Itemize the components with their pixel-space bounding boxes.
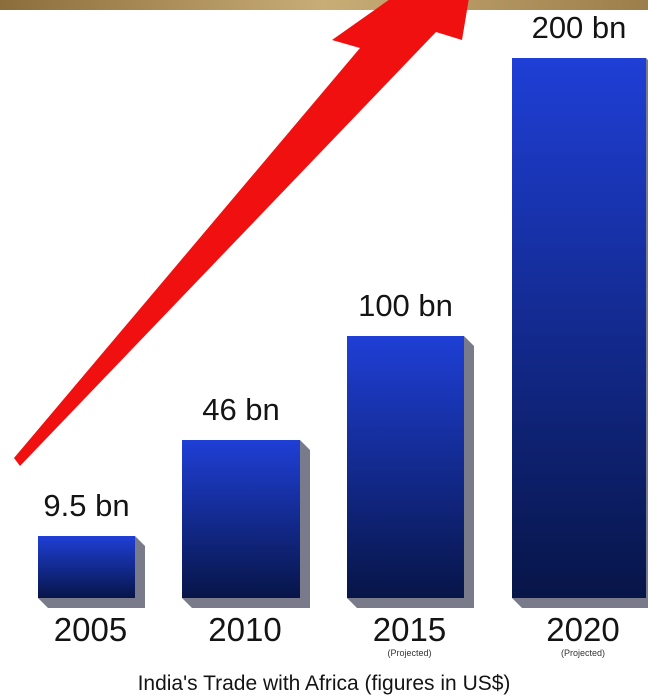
data-label-2015: 100 bn bbox=[358, 288, 453, 323]
category-label-2020: 2020 bbox=[546, 611, 619, 648]
data-label-2010: 46 bn bbox=[202, 392, 280, 427]
data-label-2020: 200 bn bbox=[532, 10, 627, 45]
data-label-2005: 9.5 bn bbox=[43, 488, 129, 523]
category-label-2015: 2015 bbox=[373, 611, 446, 648]
bar-2020 bbox=[512, 58, 646, 598]
bar-2010 bbox=[182, 440, 300, 598]
top-banner-strip bbox=[0, 0, 648, 10]
chart-caption: India's Trade with Africa (figures in US… bbox=[138, 672, 511, 695]
category-label-2010: 2010 bbox=[208, 611, 281, 648]
growth-arrow-icon bbox=[14, 0, 469, 466]
category-note-2015: (Projected) bbox=[387, 648, 431, 658]
category-note-2020: (Projected) bbox=[561, 648, 605, 658]
bar-2005 bbox=[38, 536, 135, 598]
bars-group bbox=[38, 58, 648, 608]
bar-2015 bbox=[347, 336, 464, 598]
category-label-2005: 2005 bbox=[54, 611, 127, 648]
